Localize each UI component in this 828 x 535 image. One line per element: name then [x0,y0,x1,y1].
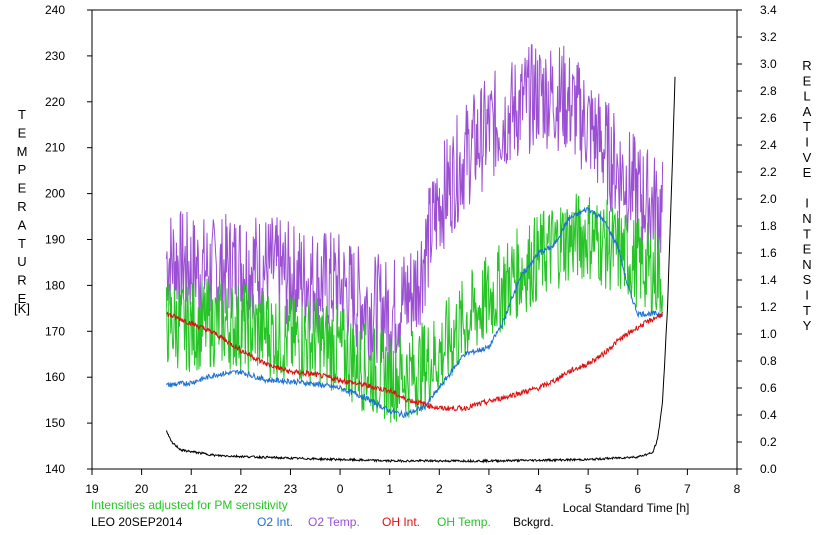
left-tick-label: 160 [45,370,65,384]
right-axis-label-letter: E [803,165,812,180]
series-line-o2-int [166,206,664,419]
left-axis-ticks: 140 150 160 170 180 190 200 210 220 230 240 [45,3,92,476]
x-tick-label: 2 [436,482,443,496]
x-tick-label: 23 [284,482,298,496]
x-tick-label: 21 [185,482,199,496]
left-axis-label-letter: U [17,254,26,269]
legend-item: OH Temp. [437,515,491,529]
left-tick-label: 240 [45,3,65,17]
left-tick-label: 200 [45,187,65,201]
right-tick-label: 2.6 [760,111,777,125]
left-tick-label: 140 [45,462,65,476]
right-axis-label-letter: S [803,272,812,287]
right-axis-label-letter: I [805,135,809,150]
right-axis-label-letter: R [802,58,811,73]
x-tick-label: 19 [85,482,99,496]
left-axis-label-letter: P [18,162,27,177]
right-tick-label: 2.4 [760,138,777,152]
series-line-oh-temp [165,193,664,423]
right-axis-label-letter: T [803,226,811,241]
right-tick-label: 2.8 [760,84,777,98]
right-axis-label-letter: N [802,257,811,272]
left-axis-label-letter: A [18,217,27,232]
left-axis-label-letter: R [17,199,26,214]
left-axis-label-letter: R [17,273,26,288]
right-tick-label: 0.6 [760,381,777,395]
left-axis-label-letter: E [18,291,27,306]
right-axis-label-letter: I [805,288,809,303]
right-tick-label: 2.0 [760,192,777,206]
left-tick-label: 150 [45,416,65,430]
right-tick-label: 1.4 [760,273,777,287]
legend-item: Bckgrd. [513,515,554,529]
right-tick-label: 0.0 [760,462,777,476]
right-axis-label-letter: A [803,104,812,119]
left-axis-label-letter: E [18,181,27,196]
right-tick-label: 3.0 [760,57,777,71]
right-tick-label: 1.2 [760,300,777,314]
x-tick-label: 4 [535,482,542,496]
legend-item: O2 Temp. [308,515,360,529]
left-tick-label: 170 [45,324,65,338]
x-axis-label: Local Standard Time [h] [563,501,690,515]
series-line-o2-temp [165,43,664,367]
right-axis-label-letter: V [803,150,812,165]
right-axis-label-letter: E [803,73,812,88]
x-tick-label: 22 [234,482,248,496]
right-axis-label-letter: T [803,119,811,134]
left-axis-label-letter: E [18,125,27,140]
x-tick-label: 20 [135,482,149,496]
right-tick-label: 2.2 [760,165,777,179]
x-tick-label: 3 [486,482,493,496]
left-axis-label-letter: T [18,236,26,251]
x-tick-label: 0 [337,482,344,496]
legend-item: O2 Int. [257,515,293,529]
x-tick-label: 6 [634,482,641,496]
plot-lines [165,43,676,464]
right-tick-label: 0.8 [760,354,777,368]
right-tick-label: 3.4 [760,3,777,17]
right-axis-label-letter: L [803,89,810,104]
legend: O2 Int. O2 Temp. OH Int. OH Temp. Bckgrd. [257,515,554,529]
left-axis-unit: [K] [14,301,30,316]
right-axis-ticks: 0.0 0.2 0.4 0.6 0.8 1.0 1.2 1.4 1.6 1.8 2.0 2.2 2.4 2… [737,3,777,476]
right-tick-label: 0.2 [760,435,777,449]
right-axis-label-letter: E [803,242,812,257]
left-tick-label: 210 [45,141,65,155]
left-tick-label: 190 [45,233,65,247]
pm-sensitivity-note: Intensities adjusted for PM sensitivity [91,498,288,512]
left-tick-label: 220 [45,95,65,109]
x-tick-label: 7 [684,482,691,496]
right-tick-label: 0.4 [760,408,777,422]
x-axis-ticks: 19 20 21 22 23 0 1 2 3 4 5 6 7 8 [85,469,741,496]
left-axis-label-letter: T [18,107,26,122]
right-axis-label-letter: I [805,196,809,211]
station-date-label: LEO 20SEP2014 [91,515,183,529]
series-line-bckgrd [165,76,676,464]
right-axis-label-letter: N [802,211,811,226]
right-axis-label-letter: T [803,303,811,318]
right-tick-label: 1.8 [760,219,777,233]
right-tick-label: 3.2 [760,30,777,44]
legend-item: OH Int. [382,515,420,529]
x-tick-label: 1 [386,482,393,496]
series-line-oh-int [166,311,664,412]
left-axis-label-letter: M [17,144,28,159]
left-tick-label: 230 [45,49,65,63]
right-tick-label: 1.6 [760,246,777,260]
left-tick-label: 180 [45,278,65,292]
right-axis-label-letter: Y [803,318,812,333]
x-tick-label: 5 [585,482,592,496]
right-tick-label: 1.0 [760,327,777,341]
x-tick-label: 8 [734,482,741,496]
